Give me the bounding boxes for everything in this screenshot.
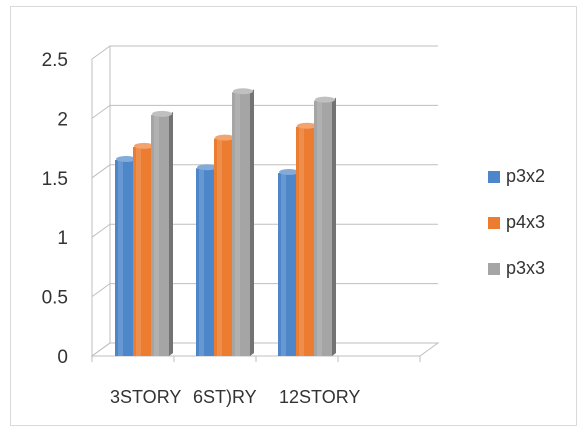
bar-front [214,138,232,356]
bar-top [315,96,335,103]
bar-highlight [118,159,123,356]
y-tick-label: 2.5 [42,50,68,71]
bar-side [250,89,254,356]
legend-swatch [488,263,500,275]
bar-front [196,168,214,356]
x-category-label: 3STORY [110,387,181,407]
legend-swatch [488,171,500,183]
bar-front [232,92,250,356]
bar-front [115,159,133,356]
y-tick-label: 0 [57,347,68,368]
bar-front [151,114,169,356]
x-axis-labels: 3STORY 6ST)RY 12STORY [110,387,360,407]
bar [314,96,336,356]
bar [232,88,254,356]
bar-top [152,110,172,117]
bar-highlight [299,126,304,356]
bar-front [314,100,332,356]
bar-top [297,122,317,129]
bar-highlight [317,100,322,356]
bar-top [116,155,136,162]
y-tick-label: 1.5 [42,169,68,190]
x-category-label: 12STORY [279,387,360,407]
y-axis-ticks: 0 0.5 1 1.5 2 2.5 [42,50,68,368]
bar-top [134,142,154,149]
bar [151,110,173,356]
bar-front [278,173,296,356]
bars [115,88,336,356]
bar-front [133,146,151,356]
bar-top [279,169,299,176]
gridline [91,104,438,119]
legend: p3x2 p4x3 p3x3 [488,166,545,278]
bar-highlight [217,138,222,356]
bar-side [332,97,336,356]
bar-top [215,134,235,141]
gridline [91,45,438,60]
legend-swatch [488,217,500,229]
bar-highlight [235,92,240,356]
bar-highlight [136,146,141,356]
bar-side [169,111,173,356]
y-tick-label: 2 [57,109,68,130]
bar-highlight [199,168,204,356]
y-tick-label: 0.5 [42,288,68,309]
bar-highlight [154,114,159,356]
legend-label: p3x3 [506,258,545,278]
bar-front [296,126,314,356]
y-tick-label: 1 [57,228,68,249]
x-category-label: 6ST)RY [193,387,257,407]
bar-top [233,88,253,95]
legend-label: p4x3 [506,212,545,232]
bar-top [197,164,217,171]
legend-label: p3x2 [506,166,545,186]
bar-highlight [281,173,286,356]
